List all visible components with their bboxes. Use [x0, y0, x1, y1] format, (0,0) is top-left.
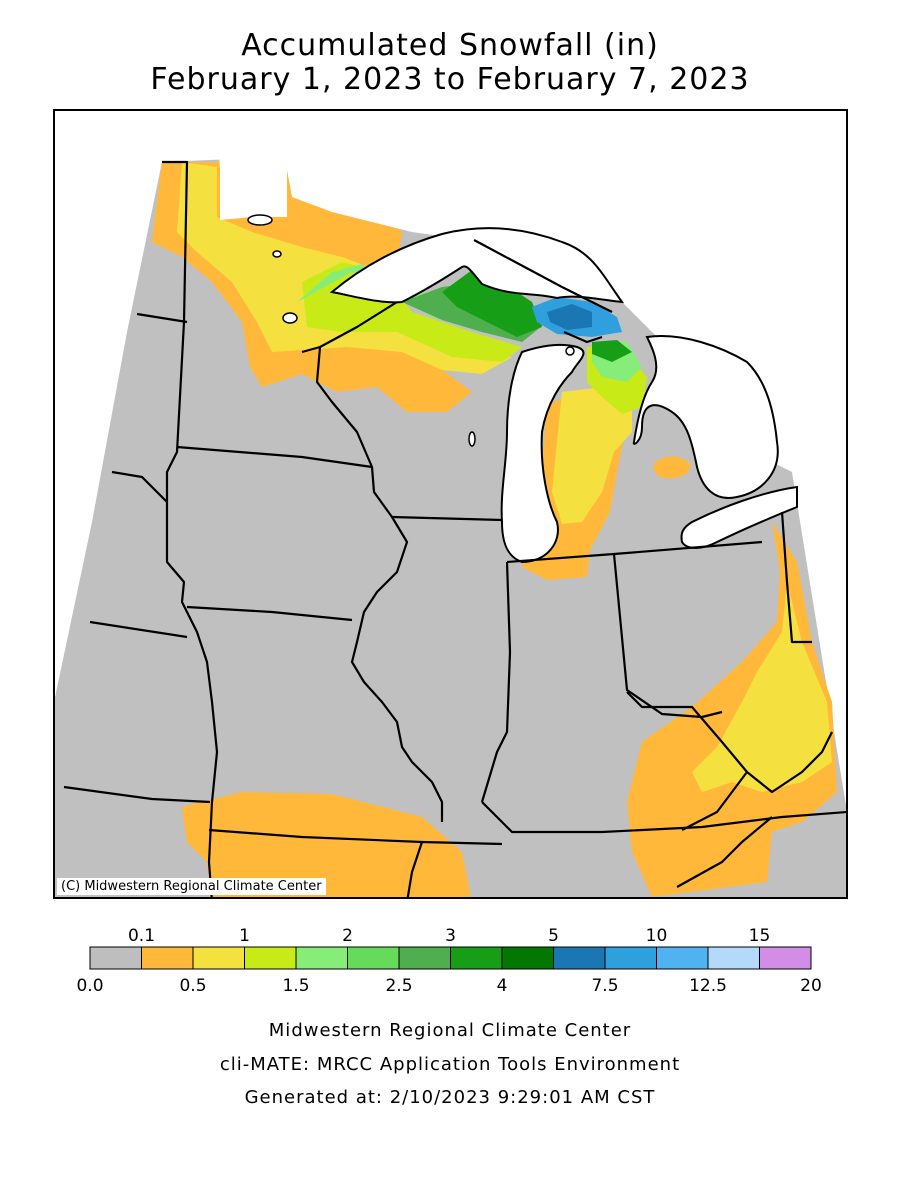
- legend-swatch: [553, 946, 606, 970]
- legend-swatch: [501, 946, 554, 970]
- legend-swatch: [707, 946, 760, 970]
- legend-swatch: [656, 946, 709, 970]
- snow-band-orange-southwest: [182, 792, 471, 897]
- legend-lower-label: 2.5: [385, 976, 412, 996]
- legend-lower-label: 0.0: [76, 976, 103, 996]
- legend-upper-label: 15: [749, 926, 771, 946]
- snow-band-darkgreen: [442, 270, 542, 337]
- map-canvas: [55, 111, 846, 897]
- legend-lower-label: 12.5: [689, 976, 727, 996]
- legend-upper-label: 10: [646, 926, 668, 946]
- snow-band-yellow-michigan: [552, 387, 632, 524]
- footer-generated-time: Generated at: 2/10/2023 9:29:01 AM CST: [244, 1087, 656, 1108]
- legend-lower-label: 20: [800, 976, 822, 996]
- snow-band-orange-small: [653, 456, 691, 479]
- legend-swatch: [89, 946, 142, 970]
- footer-tool-name: cli-MATE: MRCC Application Tools Environ…: [219, 1054, 681, 1075]
- legend-swatch: [604, 946, 657, 970]
- map-subtitle-date-range: February 1, 2023 to February 7, 2023: [150, 62, 750, 97]
- snow-band-yellow-southeast: [692, 582, 832, 792]
- snow-band-deepblue: [547, 304, 592, 330]
- snow-band-darkgreen-east: [592, 340, 632, 362]
- legend-swatch: [450, 946, 503, 970]
- color-legend: 0.1 1 2 3 5 10 15 0.0 0.5 1.5 2.5 4 7.5 12.5 20: [76, 926, 822, 996]
- legend-upper-label: 2: [342, 926, 353, 946]
- snowfall-map: (C) Midwestern Regional Climate Center: [53, 109, 848, 899]
- state-borders: [63, 160, 846, 897]
- lake-erie: [680, 485, 798, 549]
- legend-lower-label: 7.5: [591, 976, 618, 996]
- legend-swatch: [141, 946, 194, 970]
- legend-lower-label: 1.5: [282, 976, 309, 996]
- no-data-region: [220, 170, 287, 220]
- lake-michigan: [500, 343, 585, 564]
- legend-swatch: [295, 946, 348, 970]
- legend-lower-label: 0.5: [179, 976, 206, 996]
- map-title: Accumulated Snowfall (in): [241, 28, 659, 63]
- legend-swatch: [192, 946, 245, 970]
- legend-upper-label: 1: [239, 926, 250, 946]
- legend-lower-label: 4: [497, 976, 508, 996]
- islands: [247, 214, 575, 447]
- legend-upper-label: 3: [445, 926, 456, 946]
- lake-huron: [632, 335, 779, 499]
- lake-superior: [329, 227, 625, 304]
- legend-swatch: [398, 946, 451, 970]
- legend-swatch: [759, 946, 812, 970]
- legend-swatch: [347, 946, 400, 970]
- legend-upper-label: 5: [548, 926, 559, 946]
- footer-organization: Midwestern Regional Climate Center: [268, 1020, 632, 1041]
- legend-upper-label: 0.1: [128, 926, 155, 946]
- copyright-label: (C) Midwestern Regional Climate Center: [57, 878, 326, 895]
- legend-swatch: [244, 946, 297, 970]
